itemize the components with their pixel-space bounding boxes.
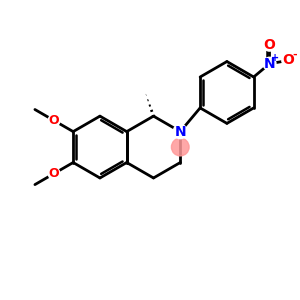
Text: +: + [271, 53, 279, 63]
Circle shape [263, 57, 276, 70]
Text: O: O [263, 38, 275, 52]
Circle shape [48, 115, 60, 126]
Circle shape [171, 138, 189, 156]
Text: -: - [292, 50, 297, 60]
Text: O: O [282, 53, 294, 68]
Text: N: N [264, 57, 275, 71]
Circle shape [173, 124, 187, 139]
Text: N: N [175, 124, 186, 139]
Circle shape [263, 38, 276, 51]
Text: O: O [49, 167, 59, 180]
Circle shape [48, 168, 60, 179]
Circle shape [282, 54, 295, 67]
Text: O: O [49, 114, 59, 127]
